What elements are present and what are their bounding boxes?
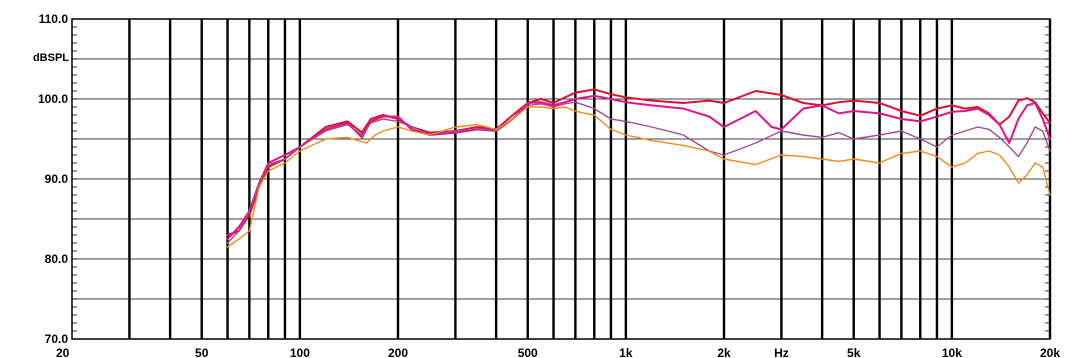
x-tick-label: 2k bbox=[717, 346, 731, 358]
y-tick-label: 80.0 bbox=[45, 252, 69, 266]
y-tick-label: 110.0 bbox=[39, 12, 69, 26]
x-tick-label: 5k bbox=[847, 346, 861, 358]
y-tick-label: 100.0 bbox=[38, 92, 68, 106]
vertical-gridlines bbox=[128, 19, 1052, 339]
x-tick-label: 200 bbox=[388, 346, 408, 358]
x-tick-label: 10k bbox=[942, 346, 962, 358]
x-tick-labels: 20 50 100 200 500 1k 2k 5k 10k 20k bbox=[56, 346, 1060, 358]
series-line-2 bbox=[226, 94, 1051, 240]
series-line-4 bbox=[226, 106, 1051, 248]
series-line-1 bbox=[226, 88, 1051, 236]
x-tick-label: 100 bbox=[290, 346, 310, 358]
series-line-3 bbox=[226, 101, 1051, 244]
x-tick-label: 1k bbox=[619, 346, 633, 358]
y-tick-label: 70.0 bbox=[45, 332, 69, 346]
y-unit-label: dBSPL bbox=[33, 52, 69, 64]
x-tick-label: 20k bbox=[1040, 346, 1060, 358]
x-tick-label: 50 bbox=[195, 346, 209, 358]
plot-frame bbox=[71, 18, 1051, 340]
horizontal-gridlines bbox=[72, 58, 1050, 300]
x-tick-label: 500 bbox=[518, 346, 538, 358]
y-tick-label: 90.0 bbox=[45, 172, 69, 186]
minor-tick-marks bbox=[72, 18, 1050, 340]
x-tick-label: 20 bbox=[56, 346, 70, 358]
series-layer bbox=[226, 88, 1051, 248]
x-unit-label: Hz bbox=[774, 346, 789, 358]
y-tick-labels: 110.0 100.0 90.0 80.0 70.0 bbox=[38, 12, 68, 346]
